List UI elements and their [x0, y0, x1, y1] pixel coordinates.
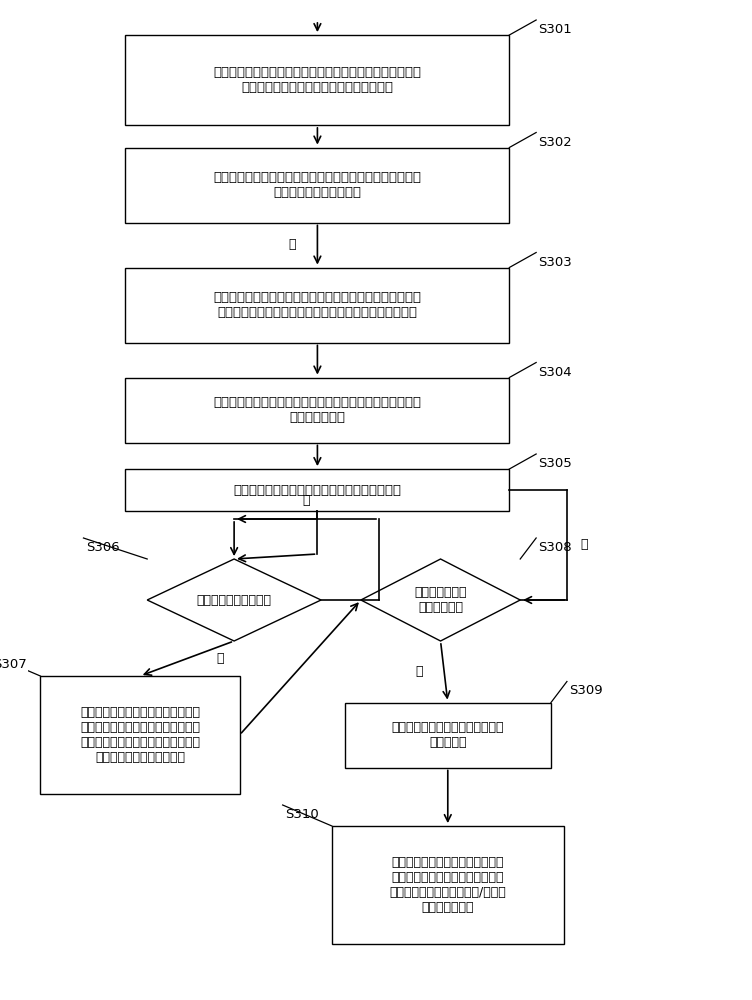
FancyBboxPatch shape	[126, 268, 509, 342]
Text: S309: S309	[569, 684, 603, 698]
Text: 是否已上报所述
网络异常原因: 是否已上报所述 网络异常原因	[414, 586, 467, 614]
Text: 调制解调器当检测到网络异常原因时，获取当前使用的第一
协议栈，所述网络异常原因为位置更新失败: 调制解调器当检测到网络异常原因时，获取当前使用的第一 协议栈，所述网络异常原因为…	[214, 66, 421, 94]
FancyBboxPatch shape	[332, 826, 564, 944]
Text: S305: S305	[538, 457, 572, 470]
Text: S308: S308	[538, 541, 572, 554]
Text: 所述调制解调器恢复支持的多个协议
栈中的默认协议栈开关状态或恢复支
持的多个协议栈中的默认协议栈开关
状态并同时复位调制解调器: 所述调制解调器恢复支持的多个协议 栈中的默认协议栈开关状态或恢复支 持的多个协议…	[80, 706, 200, 764]
FancyBboxPatch shape	[126, 469, 509, 511]
FancyBboxPatch shape	[344, 702, 551, 768]
Text: S304: S304	[538, 365, 572, 378]
Polygon shape	[147, 559, 321, 641]
Text: S302: S302	[538, 136, 572, 149]
Text: 所述调制解调器开启所述第二协议栈，并使用所述第二协议
栈进行网络注册: 所述调制解调器开启所述第二协议栈，并使用所述第二协议 栈进行网络注册	[214, 396, 421, 424]
Text: 否: 否	[303, 494, 311, 508]
FancyBboxPatch shape	[126, 148, 509, 223]
Polygon shape	[361, 559, 520, 641]
Text: 当前位置是否发生变化: 当前位置是否发生变化	[196, 593, 271, 606]
Text: 是: 是	[288, 238, 296, 251]
FancyBboxPatch shape	[126, 35, 509, 125]
FancyBboxPatch shape	[41, 676, 240, 794]
Text: S303: S303	[538, 256, 572, 269]
Text: 所述调制解调器关闭第一协议栈，并从所述调制解调器支持
的多个协议栈中选择除所述第一协议栈之外的第二协议栈: 所述调制解调器关闭第一协议栈，并从所述调制解调器支持 的多个协议栈中选择除所述第…	[214, 291, 421, 319]
Text: S306: S306	[86, 541, 120, 554]
Text: 所述调制解调器判断在预设时间段内所述网络异常原因发生
的次数是否超过预设阈值: 所述调制解调器判断在预设时间段内所述网络异常原因发生 的次数是否超过预设阈值	[214, 171, 421, 199]
Text: S307: S307	[0, 658, 27, 671]
FancyBboxPatch shape	[126, 377, 509, 442]
Text: 是: 是	[581, 538, 588, 552]
Text: 是: 是	[216, 652, 223, 665]
Text: 否: 否	[415, 665, 423, 678]
Text: 若网络注册成功，所述调制解调器记录当前位置: 若网络注册成功，所述调制解调器记录当前位置	[233, 484, 402, 496]
Text: S310: S310	[285, 808, 319, 821]
Text: S301: S301	[538, 23, 572, 36]
Text: 所述调制解调器将所述网络异常原
因、所述网络异常原因的日志和所
述当前位置上报至网络侧和/或用户
终端的显示界面: 所述调制解调器将所述网络异常原 因、所述网络异常原因的日志和所 述当前位置上报至…	[390, 856, 506, 914]
Text: 所述调制解调器获取所述网络异常
原因的日志: 所述调制解调器获取所述网络异常 原因的日志	[392, 721, 504, 749]
